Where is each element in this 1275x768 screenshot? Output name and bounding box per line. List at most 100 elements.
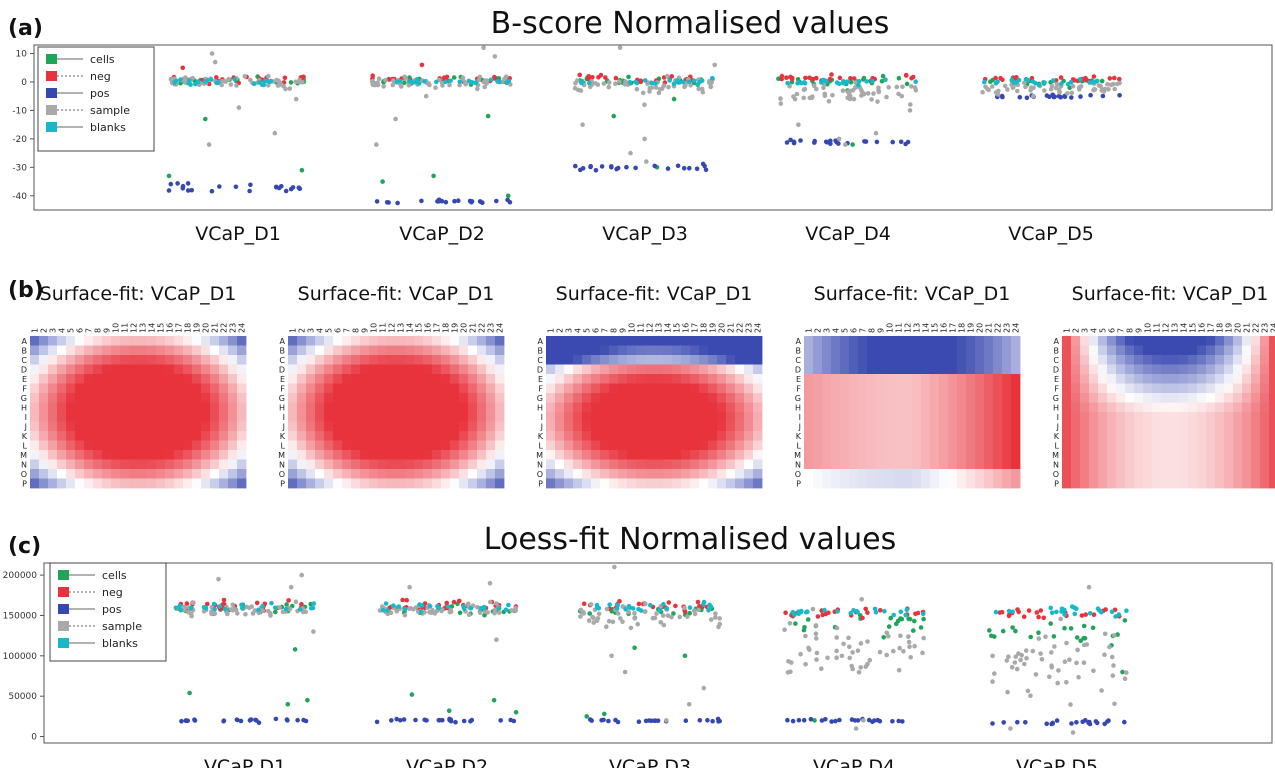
heatmap-cell <box>573 421 583 432</box>
heatmap-cell <box>876 459 886 470</box>
heatmap-cell <box>450 345 460 356</box>
heatmap-cell <box>591 383 601 394</box>
outlier-point-sample <box>712 62 717 68</box>
data-point-sample <box>653 85 659 90</box>
data-point-cells <box>449 604 455 609</box>
heatmap-cell <box>129 469 139 479</box>
data-point-blanks <box>795 81 800 86</box>
row-label: D <box>1053 365 1059 374</box>
data-point-blanks <box>661 602 666 607</box>
data-point-cells <box>918 625 924 630</box>
heatmap-cell <box>885 459 895 470</box>
heatmap-cell <box>93 364 103 375</box>
row-label: F <box>538 384 543 393</box>
heatmap-cell <box>681 412 691 422</box>
row-label: I <box>1057 413 1059 422</box>
heatmap-cell <box>183 478 193 489</box>
heatmap-cell <box>555 336 565 346</box>
heatmap-cell <box>39 421 49 432</box>
heatmap-cell <box>1125 345 1135 356</box>
heatmap-cell <box>486 402 496 413</box>
heatmap-cell <box>1143 459 1153 470</box>
heatmap-cell <box>378 478 388 489</box>
heatmap-cell <box>573 383 583 394</box>
data-point-sample <box>791 94 796 99</box>
data-point-sample <box>867 657 873 663</box>
heatmap-cell <box>1260 412 1270 422</box>
data-point-blanks <box>1050 78 1056 83</box>
heatmap-cell <box>690 450 700 460</box>
data-point-pos <box>166 188 172 193</box>
heatmap-cell <box>333 478 343 489</box>
x-category-label: VCaP D3 <box>609 756 691 768</box>
data-point-sample <box>481 79 487 85</box>
heatmap-cell <box>342 345 352 356</box>
data-point-sample <box>1110 673 1116 678</box>
data-point-sample <box>657 87 663 92</box>
heatmap-cell <box>744 393 754 403</box>
heatmap-cell <box>1062 421 1072 432</box>
heatmap-cell <box>1179 336 1189 346</box>
data-point-sample <box>402 612 408 618</box>
heatmap-cell <box>1107 383 1117 394</box>
heatmap-cell <box>129 450 139 460</box>
heatmap-cell <box>351 374 361 384</box>
heatmap-cell <box>1188 336 1198 346</box>
heatmap-cell <box>717 345 727 356</box>
data-point-blanks <box>1009 77 1014 83</box>
heatmap-cell <box>1134 469 1144 479</box>
data-point-sample <box>803 662 808 667</box>
heatmap-cell <box>582 431 592 441</box>
heatmap-cell <box>1152 383 1162 394</box>
heatmap-cell <box>192 336 202 346</box>
heatmap-cell <box>210 478 220 489</box>
heatmap-cell <box>93 459 103 470</box>
data-point-sample <box>861 91 867 97</box>
heatmap-cell <box>984 355 994 365</box>
row-label: F <box>796 384 801 393</box>
heatmap-cell <box>237 431 247 441</box>
heatmap-cell <box>228 364 238 375</box>
heatmap-cell <box>183 374 193 384</box>
data-point-pos <box>238 718 244 724</box>
heatmap-cell <box>753 440 763 451</box>
row-label: H <box>795 403 801 412</box>
heatmap-cell <box>609 383 619 394</box>
data-point-sample <box>814 636 819 641</box>
data-point-sample <box>847 96 853 102</box>
heatmap-cell <box>66 402 76 413</box>
heatmap-cell <box>876 355 886 365</box>
heatmap-cell <box>849 440 859 451</box>
heatmap-cell <box>1251 355 1261 365</box>
heatmap-cell <box>138 440 148 451</box>
data-point-sample <box>595 616 601 621</box>
data-point-sample <box>183 75 188 80</box>
data-point-pos <box>613 717 618 723</box>
heatmap-cell <box>1233 383 1243 394</box>
heatmap-cell <box>1188 374 1198 384</box>
data-point-sample <box>287 86 293 91</box>
heatmap-cell <box>120 431 130 441</box>
data-point-blanks <box>391 603 396 608</box>
heatmap-cell <box>555 355 565 365</box>
heatmap-cell <box>1125 383 1135 394</box>
heatmap-cell <box>1125 355 1135 365</box>
heatmap-cell <box>636 469 646 479</box>
data-point-blanks <box>873 609 879 615</box>
data-point-neg <box>1112 75 1117 81</box>
heatmap-cell <box>1134 450 1144 460</box>
x-category-label: VCaP D5 <box>1016 756 1098 768</box>
heatmap-cell <box>699 459 709 470</box>
heatmap-cell <box>174 393 184 403</box>
data-point-neg <box>299 602 304 607</box>
row-label: G <box>21 394 27 403</box>
heatmap-cell <box>840 355 850 365</box>
heatmap-cell <box>1011 355 1021 365</box>
heatmap-cell <box>1089 440 1099 451</box>
heatmap-cell <box>66 393 76 403</box>
data-point-sample <box>855 648 861 653</box>
outlier-point-sample <box>612 564 617 570</box>
data-point-blanks <box>802 81 808 86</box>
heatmap-cell <box>1107 431 1117 441</box>
data-point-cells <box>912 618 917 624</box>
